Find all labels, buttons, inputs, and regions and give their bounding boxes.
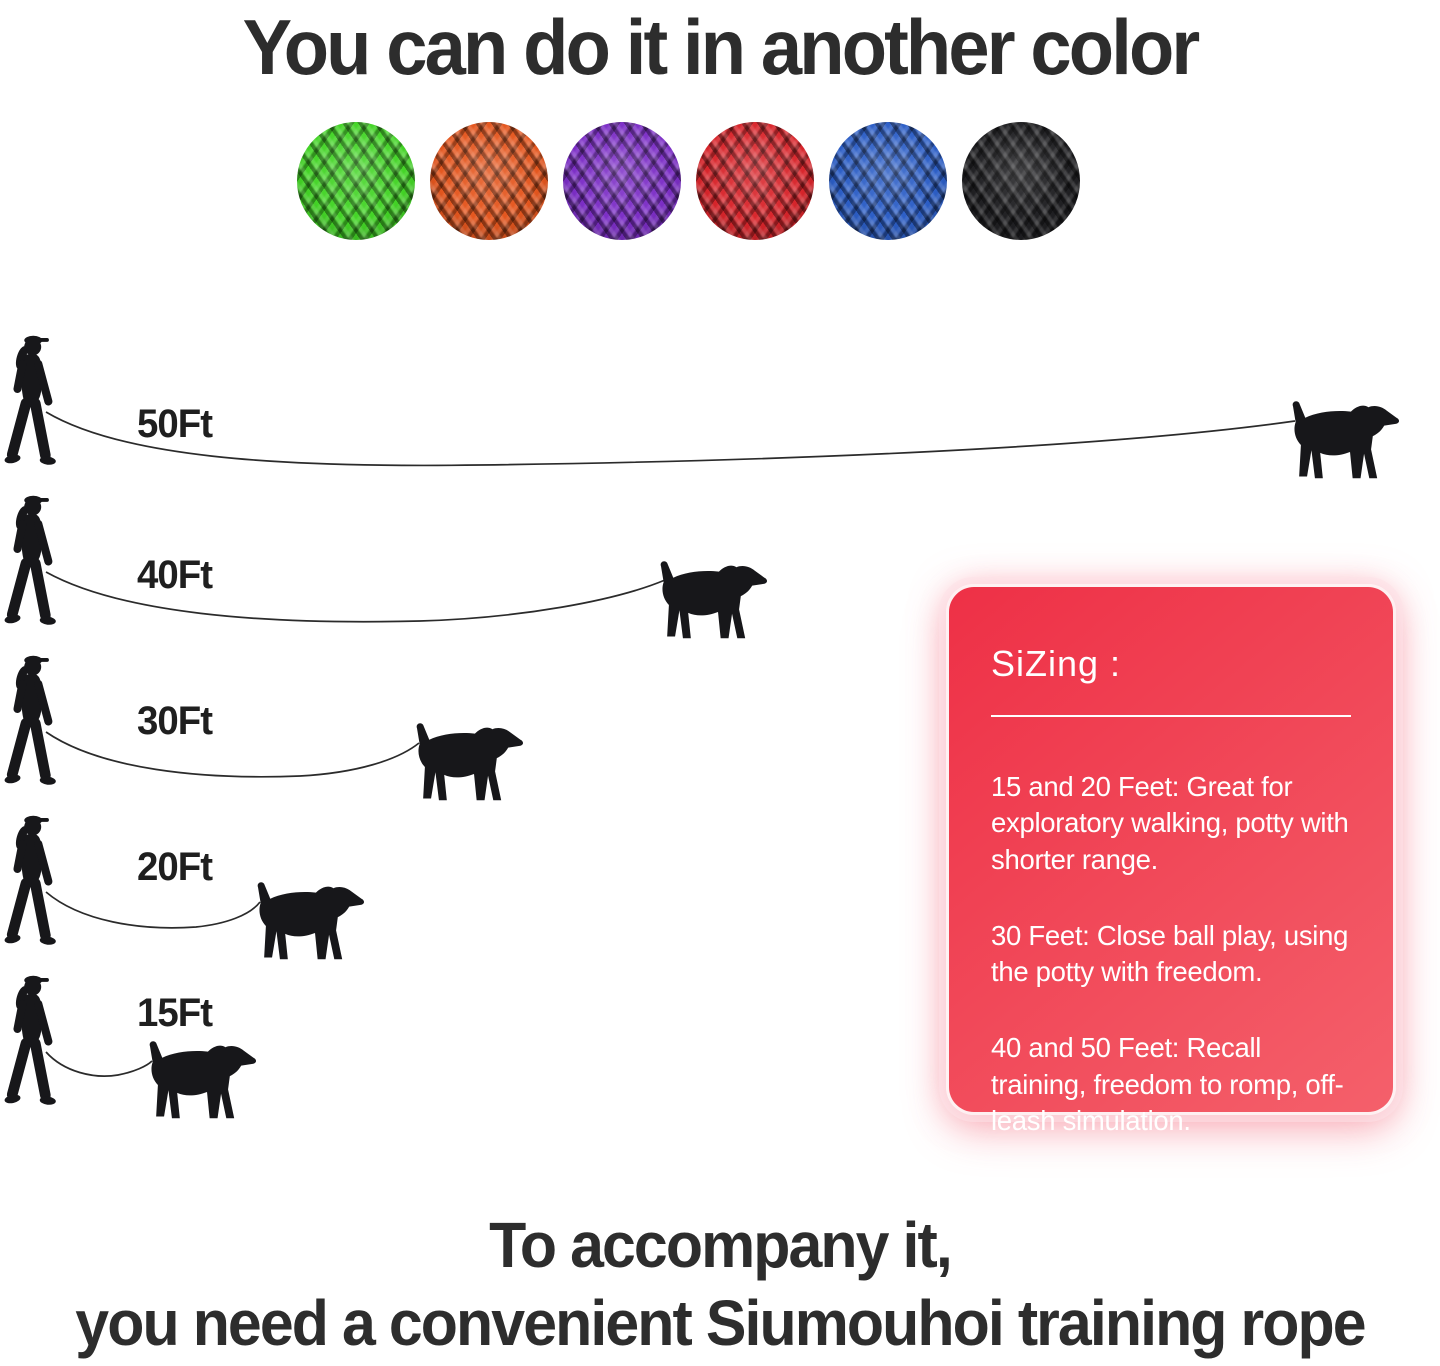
sizing-card-divider [991, 715, 1351, 717]
leash-length-label: 50Ft [137, 402, 213, 446]
leash-length-label: 40Ft [137, 553, 213, 597]
color-swatch-green [297, 122, 415, 240]
leash-length-label: 30Ft [137, 699, 213, 743]
sizing-note-30ft: 30 Feet: Close ball play, using the pott… [991, 919, 1349, 988]
walker-silhouette-icon [3, 653, 59, 793]
page-title: You can do it in another color [242, 3, 1201, 91]
color-swatch-orange [430, 122, 548, 240]
footer-line-2: you need a convenient Siumouhoi training… [75, 1286, 1366, 1359]
leash-line-15ft [45, 1051, 153, 1077]
walker-silhouette-icon [3, 333, 59, 473]
color-swatch-row [297, 122, 1080, 240]
walker-silhouette-icon [3, 493, 59, 633]
dog-silhouette-icon [251, 877, 365, 967]
dog-silhouette-icon [654, 556, 768, 646]
leash-length-label: 15Ft [137, 991, 213, 1035]
sizing-card-heading: SiZing : [991, 643, 1122, 684]
leash-length-label: 20Ft [137, 845, 213, 889]
color-swatch-purple [563, 122, 681, 240]
footer-line-1: To accompany it, [489, 1208, 953, 1281]
sizing-info-card: SiZing : 15 and 20 Feet: Great for explo… [946, 584, 1396, 1136]
walker-silhouette-icon [3, 813, 59, 953]
dog-silhouette-icon [143, 1036, 257, 1126]
sizing-note-15-20ft: 15 and 20 Feet: Great for exploratory wa… [991, 771, 1349, 875]
walker-silhouette-icon [3, 973, 59, 1113]
color-swatch-red [696, 122, 814, 240]
dog-silhouette-icon [410, 718, 524, 808]
leash-line-30ft [45, 731, 420, 778]
color-swatch-blue [829, 122, 947, 240]
dog-silhouette-icon [1286, 396, 1400, 486]
leash-line-50ft [45, 411, 1296, 467]
color-swatch-black [962, 122, 1080, 240]
footer-headline: To accompany it, you need a convenient S… [0, 1206, 1440, 1362]
sizing-note-40-50ft: 40 and 50 Feet: Recall training, freedom… [991, 1032, 1344, 1137]
leash-line-20ft [45, 891, 261, 929]
